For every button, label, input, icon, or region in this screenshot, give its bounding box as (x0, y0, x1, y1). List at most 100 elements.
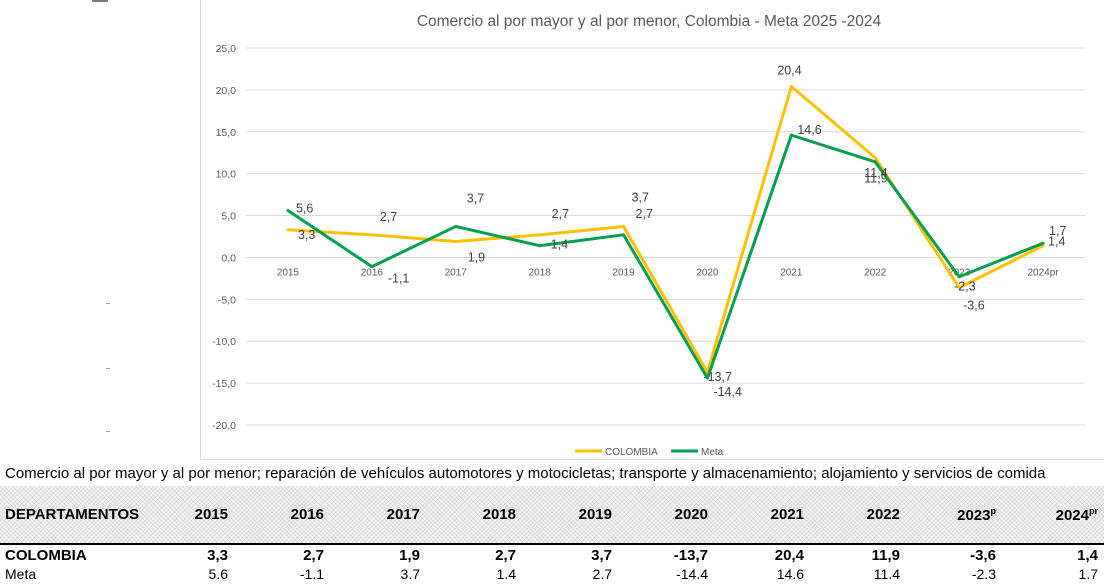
table-cell: -2.3 (971, 566, 996, 582)
x-tick-label: 2022 (864, 267, 887, 278)
table-row-meta: Meta 5.6 -1.1 3.7 1.4 2.7 -14.4 14.6 11.… (0, 566, 1104, 584)
data-label: 2,7 (552, 207, 569, 221)
data-label: 11,9 (864, 172, 887, 186)
data-point (957, 275, 961, 279)
data-table: DEPARTAMENTOS 2015 2016 2017 2018 2019 2… (0, 486, 1104, 584)
data-point (789, 133, 793, 137)
data-point (538, 233, 542, 237)
sheet-margin-mark (92, 0, 108, 2)
x-tick-label: 2023 (948, 267, 971, 278)
x-tick-label: 2024pr (1027, 267, 1059, 278)
row-label: Meta (5, 566, 37, 582)
x-tick-label: 2016 (361, 267, 384, 278)
table-cell: 14.6 (776, 566, 804, 582)
data-point (957, 286, 961, 290)
data-point (286, 209, 290, 213)
table-cell: 2,7 (234, 543, 330, 566)
y-tick-label: 20,0 (216, 85, 237, 97)
x-tick-label: 2020 (696, 267, 719, 278)
table-cell: -14.4 (676, 566, 708, 582)
y-tick-label: 0,0 (221, 252, 236, 264)
sheet-margin-mark (106, 431, 110, 432)
header-year: 2020 (674, 506, 708, 523)
table-cell: 1,4 (1002, 543, 1104, 566)
legend-label: Meta (701, 447, 724, 458)
row-label: COLOMBIA (0, 543, 160, 566)
header-year-2024: 2024pr (1002, 486, 1104, 544)
header-year: 2015 (194, 506, 228, 523)
table-cell: 11.4 (873, 566, 900, 582)
x-tick-label: 2017 (445, 267, 468, 278)
header-year-2023: 2023p (906, 486, 1002, 544)
data-point (1041, 241, 1045, 245)
data-label: -1,1 (388, 272, 410, 286)
header-year: 2018 (482, 506, 516, 523)
data-point (873, 160, 877, 164)
data-label: 20,4 (777, 64, 801, 78)
data-point (454, 240, 458, 244)
data-table-area: DEPARTAMENTOS 2015 2016 2017 2018 2019 2… (0, 486, 1104, 584)
y-tick-label: -15,0 (212, 378, 236, 390)
header-year-text: 2024 (1055, 506, 1089, 524)
table-cell: -1.1 (299, 566, 324, 582)
data-point (538, 244, 542, 248)
data-point (370, 233, 374, 237)
data-label: 3,7 (632, 190, 649, 204)
header-departamentos: DEPARTAMENTOS (5, 506, 140, 523)
table-row-colombia: COLOMBIA 3,3 2,7 1,9 2,7 3,7 -13,7 20,4 … (0, 543, 1104, 566)
data-label: 1,4 (1048, 235, 1065, 249)
data-point (622, 233, 626, 237)
data-label: 1,9 (468, 251, 485, 265)
data-label: 5,6 (296, 202, 313, 216)
table-cell: 3,7 (522, 543, 618, 566)
line-chart[interactable]: Comercio al por mayor y al por menor, Co… (200, 0, 1104, 460)
table-header-row: DEPARTAMENTOS 2015 2016 2017 2018 2019 2… (0, 486, 1104, 544)
table-cell: -13,7 (618, 543, 714, 566)
y-tick-label: 15,0 (216, 127, 237, 139)
data-label: 3,3 (298, 228, 315, 242)
table-cell: 5.6 (208, 566, 228, 582)
data-label: 1,4 (551, 238, 568, 252)
table-cell: 1.4 (496, 566, 516, 582)
header-superscript: p (990, 505, 997, 516)
header-year: 2019 (578, 506, 612, 523)
data-label: 2,7 (380, 210, 397, 224)
header-year: 2016 (290, 506, 324, 523)
table-cell: 11,9 (810, 543, 906, 566)
data-label: -13,7 (703, 370, 732, 384)
header-superscript: pr (1089, 505, 1098, 516)
x-tick-label: 2018 (529, 267, 552, 278)
series-line-colombia (287, 85, 1044, 374)
data-label: 2,7 (636, 207, 653, 221)
table-cell: 1,9 (330, 543, 426, 566)
sheet-margin-mark (106, 303, 110, 304)
header-year: 2021 (770, 506, 804, 523)
table-cell: 20,4 (714, 543, 810, 566)
y-tick-label: -5,0 (218, 294, 236, 306)
x-tick-label: 2021 (780, 267, 803, 278)
table-cell: 2.7 (592, 566, 612, 582)
series-line-meta (287, 133, 1044, 380)
data-label: -3,6 (963, 299, 985, 313)
data-point (789, 85, 793, 89)
header-year-text: 2023 (957, 506, 991, 524)
header-year: 2022 (866, 506, 900, 523)
data-point (370, 265, 374, 269)
data-label: 3,7 (467, 191, 484, 205)
chart-title: Comercio al por mayor y al por menor, Co… (417, 13, 882, 30)
table-cell: 3,3 (160, 543, 234, 566)
chart-canvas: Comercio al por mayor y al por menor, Co… (212, 13, 1085, 458)
data-label: 14,6 (797, 123, 821, 137)
table-cell: 1.7 (1078, 566, 1098, 582)
y-tick-label: -10,0 (212, 336, 236, 348)
data-point (705, 376, 709, 380)
y-tick-label: 10,0 (216, 169, 237, 181)
data-point (286, 228, 290, 232)
sheet-margin (0, 0, 200, 460)
data-label: 11,4 (864, 166, 887, 180)
table-cell: -3,6 (906, 543, 1002, 566)
table-cell: 2,7 (426, 543, 522, 566)
y-tick-label: 5,0 (221, 211, 236, 223)
data-point (622, 224, 626, 228)
y-tick-label: 25,0 (216, 43, 237, 55)
